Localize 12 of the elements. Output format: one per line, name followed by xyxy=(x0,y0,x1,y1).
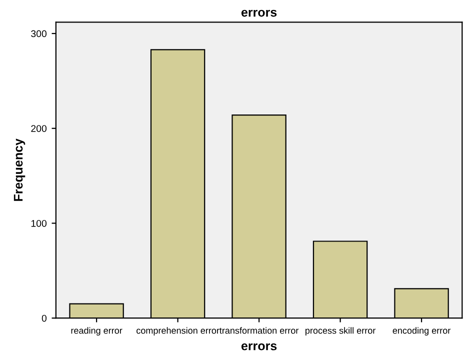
y-tick-label: 300 xyxy=(31,30,47,38)
x-tick-label: encoding error xyxy=(392,327,450,336)
x-tick-label: reading error xyxy=(71,327,122,336)
x-tick-label: transformation error xyxy=(220,327,299,334)
y-tick-label: 0 xyxy=(42,314,47,322)
y-axis-title: Frequency xyxy=(14,138,26,201)
x-tick-label: comprehension error xyxy=(136,327,220,336)
x-axis-title: errors xyxy=(241,343,277,350)
x-tick-label: process skill error xyxy=(306,327,376,336)
y-tick-label: 200 xyxy=(31,125,47,132)
chart-title: errors xyxy=(241,10,277,17)
y-tick-label: 100 xyxy=(31,220,47,227)
